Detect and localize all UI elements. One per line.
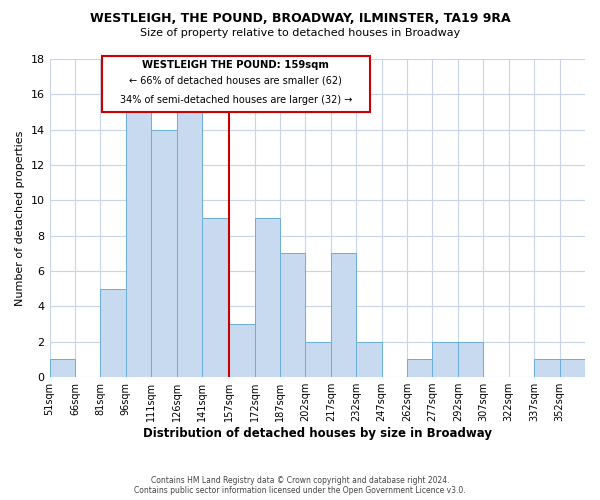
Bar [534, 360, 560, 377]
Bar [433, 342, 458, 377]
Bar [151, 130, 176, 377]
Text: ← 66% of detached houses are smaller (62): ← 66% of detached houses are smaller (62… [130, 75, 343, 85]
Bar [202, 218, 229, 377]
Bar [254, 218, 280, 377]
Bar [331, 254, 356, 377]
X-axis label: Distribution of detached houses by size in Broadway: Distribution of detached houses by size … [143, 427, 492, 440]
Text: WESTLEIGH, THE POUND, BROADWAY, ILMINSTER, TA19 9RA: WESTLEIGH, THE POUND, BROADWAY, ILMINSTE… [89, 12, 511, 26]
Bar [50, 360, 75, 377]
Bar [176, 112, 202, 377]
Text: WESTLEIGH THE POUND: 159sqm: WESTLEIGH THE POUND: 159sqm [142, 60, 329, 70]
Text: 34% of semi-detached houses are larger (32) →: 34% of semi-detached houses are larger (… [120, 94, 352, 104]
Text: Size of property relative to detached houses in Broadway: Size of property relative to detached ho… [140, 28, 460, 38]
Bar [560, 360, 585, 377]
Y-axis label: Number of detached properties: Number of detached properties [15, 130, 25, 306]
Bar [126, 112, 151, 377]
Bar [102, 56, 370, 112]
Bar [458, 342, 484, 377]
Bar [280, 254, 305, 377]
Bar [407, 360, 433, 377]
Text: Contains HM Land Registry data © Crown copyright and database right 2024.
Contai: Contains HM Land Registry data © Crown c… [134, 476, 466, 495]
Bar [356, 342, 382, 377]
Bar [229, 324, 254, 377]
Bar [305, 342, 331, 377]
Bar [100, 288, 126, 377]
